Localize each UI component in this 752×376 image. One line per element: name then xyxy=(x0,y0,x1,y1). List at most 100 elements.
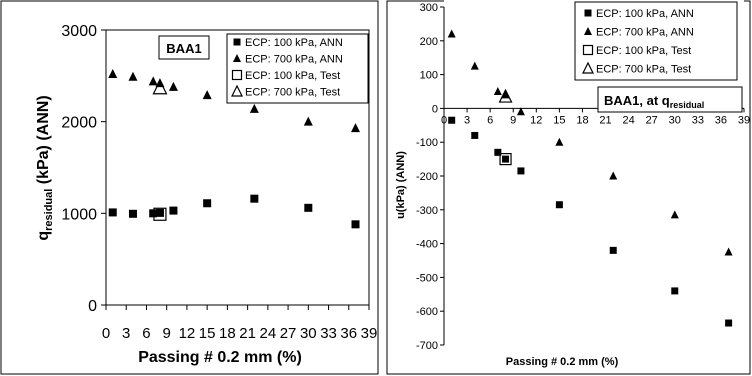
left-point-series-1 xyxy=(148,76,158,86)
left-x-tick-label: 39 xyxy=(361,325,378,342)
right-point-series-0 xyxy=(555,201,563,209)
right-legend-label: ECP: 100 kPa, Test xyxy=(596,45,691,57)
left-legend-label: ECP: 100 kPa, Test xyxy=(245,70,340,82)
right-x-tick-label: 21 xyxy=(599,114,611,126)
left-point-series-0 xyxy=(304,203,313,212)
left-legend-symbol xyxy=(231,84,243,97)
right-point-series-1 xyxy=(447,29,456,38)
right-legend: ECP: 100 kPa, ANN ECP: 700 kPa, ANN ECP: 1… xyxy=(574,1,738,81)
right-y-tick-label: 100 xyxy=(420,70,438,82)
right-point-series-0 xyxy=(517,167,525,175)
left-point-series-0 xyxy=(203,199,212,208)
left-point-series-3 xyxy=(152,79,168,95)
left-legend-frame xyxy=(226,33,369,104)
right-point-series-0 xyxy=(725,319,733,327)
right-x-tick-label: 3 xyxy=(464,114,470,126)
right-x-axis-label: Passing # 0.2 mm (%) xyxy=(506,356,619,368)
right-y-tick-label: 200 xyxy=(420,36,438,48)
right-legend-label: ECP: 700 kPa, Test xyxy=(596,64,691,76)
right-point-series-1 xyxy=(609,171,618,180)
right-x-tick-label: 0 xyxy=(441,114,447,126)
left-point-series-0 xyxy=(128,209,137,218)
right-point-series-1 xyxy=(670,210,679,219)
left-x-tick-labels: 0 3 6 9 12 15 18 21 24 27 30 33 36 39 xyxy=(102,325,378,342)
right-point-series-0 xyxy=(448,116,456,124)
left-x-tick-label: 0 xyxy=(102,325,110,342)
left-point-series-1 xyxy=(249,103,259,113)
left-point-series-2 xyxy=(153,207,167,221)
left-y-axis-label: qresidual (kPa) (ANN) xyxy=(35,95,55,240)
right-legend-entries: ECP: 100 kPa, ANN ECP: 700 kPa, ANN ECP: 1… xyxy=(582,8,694,76)
left-point-series-0 xyxy=(149,209,158,218)
right-legend-label: ECP: 100 kPa, ANN xyxy=(596,8,694,20)
right-point-series-1 xyxy=(724,247,733,256)
right-annotation-box: BAA1, at qresidual xyxy=(597,86,743,113)
left-legend-symbol xyxy=(233,38,241,46)
right-y-tick-label: -100 xyxy=(416,137,438,149)
right-legend-symbol xyxy=(584,9,592,17)
right-y-tick-label: -200 xyxy=(416,171,438,183)
right-point-series-1 xyxy=(501,90,510,99)
left-point-series-0 xyxy=(250,194,259,203)
right-annotation-frame xyxy=(597,86,743,113)
right-legend-label: ECP: 700 kPa, ANN xyxy=(596,27,694,39)
left-x-tick-label: 3 xyxy=(122,325,130,342)
right-x-tick-label: 24 xyxy=(622,114,634,126)
right-point-series-1 xyxy=(493,87,502,95)
right-x-tick-label: 12 xyxy=(530,114,542,126)
right-legend-symbol xyxy=(582,61,594,74)
left-y-tick-labels: 0 1000 2000 3000 xyxy=(61,23,97,315)
right-y-tick-label: 300 xyxy=(420,2,438,14)
left-legend-label: ECP: 700 kPa, Test xyxy=(245,87,340,99)
left-x-tick-label: 15 xyxy=(199,325,216,342)
left-point-series-1 xyxy=(128,71,138,81)
right-point-series-0 xyxy=(471,131,479,139)
right-y-tick-label: 0 xyxy=(432,103,438,115)
left-x-tick-label: 36 xyxy=(340,325,357,342)
left-x-tick-label: 21 xyxy=(239,325,256,342)
left-point-series-0 xyxy=(169,206,178,215)
left-x-tick-label: 33 xyxy=(320,325,337,342)
right-point-series-2 xyxy=(499,153,512,166)
right-legend-symbol xyxy=(582,44,594,56)
right-point-series-0 xyxy=(609,246,617,254)
left-y-tick-label: 0 xyxy=(88,298,97,315)
left-point-series-0 xyxy=(155,208,164,217)
left-legend-label: ECP: 700 kPa, ANN xyxy=(245,54,343,66)
right-annotation-text: BAA1, at qresidual xyxy=(604,93,704,110)
right-point-series-1 xyxy=(516,107,525,116)
right-point-series-1 xyxy=(555,137,564,146)
left-tick-marks xyxy=(101,29,370,310)
right-legend-symbol xyxy=(584,27,592,35)
right-point-series-0 xyxy=(494,148,502,156)
left-legend-symbol xyxy=(233,54,241,62)
right-y-tick-label: -700 xyxy=(416,340,438,352)
left-x-tick-label: 6 xyxy=(142,325,150,342)
right-y-tick-label: -500 xyxy=(416,272,438,284)
left-data-marks xyxy=(108,69,361,229)
right-y-tick-label: -600 xyxy=(416,306,438,318)
left-annotation-frame xyxy=(158,35,210,60)
left-x-axis-label: Passing # 0.2 mm (%) xyxy=(138,349,302,366)
left-x-tick-label: 9 xyxy=(163,325,171,342)
left-x-tick-label: 27 xyxy=(280,325,297,342)
right-data-marks xyxy=(447,29,733,327)
right-legend-frame xyxy=(574,1,738,81)
right-x-tick-label: 9 xyxy=(510,114,516,126)
left-legend-label: ECP: 100 kPa, ANN xyxy=(245,37,343,49)
left-y-tick-label: 3000 xyxy=(61,23,97,40)
left-x-tick-label: 30 xyxy=(300,325,317,342)
right-x-tick-labels: 0 3 6 9 12 15 18 21 24 27 30 33 36 39 xyxy=(441,114,750,126)
right-y-axis-label: u(kPa) (ANN) xyxy=(395,151,407,219)
right-y-tick-label: -400 xyxy=(416,239,438,251)
left-legend-symbol xyxy=(231,69,243,81)
left-annotation-text: BAA1 xyxy=(166,41,201,56)
left-x-tick-label: 24 xyxy=(260,325,277,342)
left-annotation-box: BAA1 xyxy=(158,35,210,60)
right-x-tick-label: 30 xyxy=(669,114,681,126)
right-x-tick-label: 39 xyxy=(738,114,750,126)
left-y-tick-label: 2000 xyxy=(61,115,97,132)
